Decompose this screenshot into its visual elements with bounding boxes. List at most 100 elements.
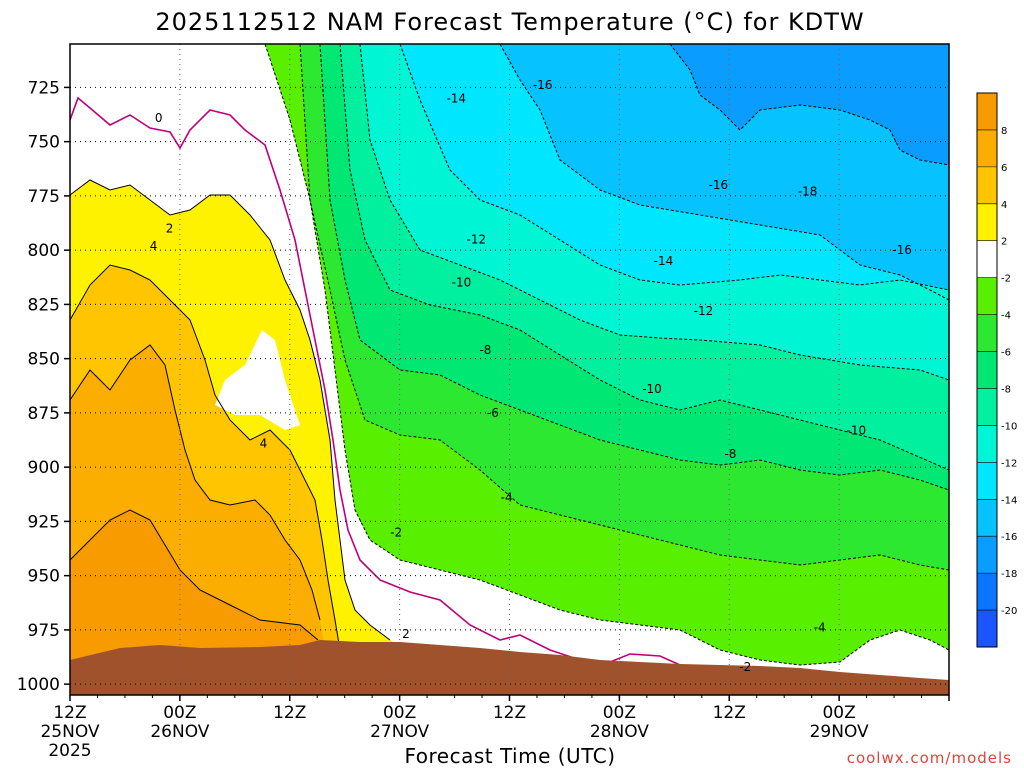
colorbar-swatch — [977, 203, 997, 241]
contour-label: -16 — [533, 78, 553, 92]
colorbar-swatch — [977, 93, 997, 130]
contour-minus12 — [399, 44, 949, 291]
contour-label: -14 — [654, 254, 674, 268]
contour-label: -16 — [709, 178, 729, 192]
colorbar-swatch — [977, 462, 997, 500]
x-tick-label: 27NOV — [370, 722, 429, 742]
ground-surface — [70, 640, 949, 695]
colorbar-label: -20 — [1001, 606, 1017, 617]
contour-minus4 — [299, 44, 949, 571]
contour-label: -12 — [467, 232, 487, 246]
colorbar-swatch — [977, 129, 997, 167]
x-tick-label: 00Z — [383, 703, 416, 723]
colorbar-label: 8 — [1001, 126, 1007, 137]
contour-label: 2 — [402, 627, 410, 641]
colorbar-swatch — [977, 536, 997, 574]
contour-plus6 — [70, 344, 321, 621]
contour-label: -4 — [814, 621, 826, 635]
y-tick-label: 900 — [28, 458, 60, 478]
contour-label: -10 — [452, 276, 472, 290]
colorbar-label: 6 — [1001, 163, 1007, 174]
x-tick-label: 28NOV — [590, 722, 649, 742]
colorbar-label: -4 — [1001, 311, 1011, 322]
colorbar-swatch — [977, 610, 997, 647]
y-tick-label: 875 — [28, 404, 60, 424]
colorbar-label: 4 — [1001, 200, 1007, 211]
y-tick-label: 925 — [28, 512, 60, 532]
colorbar-swatch — [977, 573, 997, 611]
colorbar-swatch — [977, 166, 997, 204]
contour-label: -2 — [390, 525, 402, 539]
contour-label: -4 — [501, 491, 513, 505]
y-tick-label: 725 — [28, 78, 60, 98]
x-tick-label: 00Z — [822, 703, 855, 723]
warm-pocket-white — [215, 330, 300, 430]
colorbar-swatch — [977, 388, 997, 426]
contour-label: -10 — [846, 423, 866, 437]
colorbar-label: -10 — [1001, 421, 1017, 432]
contour-label: 4 — [150, 239, 158, 253]
x-tick-label: 29NOV — [810, 722, 869, 742]
x-tick-label: 00Z — [603, 703, 636, 723]
contour-label: -6 — [487, 406, 499, 420]
contour-label: 4 — [260, 436, 268, 450]
x-tick-label: 12Z — [493, 703, 526, 723]
x-tick-label: 12Z — [53, 703, 86, 723]
contour-label: -16 — [892, 243, 912, 257]
contour-minus16 — [669, 44, 949, 166]
x-tick-label: 00Z — [163, 703, 196, 723]
contour-minus14 — [499, 44, 949, 301]
contour-plus8 — [70, 509, 319, 641]
y-axis: 725 750 775 800 825 850 875 900 925 950 975 1000 — [17, 78, 70, 695]
colorbar-label: -12 — [1001, 458, 1017, 469]
contour-label: -18 — [798, 185, 818, 199]
contour-minus2 — [264, 44, 949, 666]
colorbar-label: -2 — [1001, 274, 1011, 285]
contour-label: -14 — [446, 91, 466, 105]
colorbar-swatch — [977, 314, 997, 352]
x-tick-label: 25NOV — [40, 722, 99, 742]
colorbar-label: -14 — [1001, 495, 1017, 506]
colorbar-swatch — [977, 277, 997, 315]
contour-label: -2 — [739, 660, 751, 674]
contour-minus8 — [339, 44, 949, 471]
y-tick-label: 775 — [28, 187, 60, 207]
x-tick-label: 12Z — [273, 703, 306, 723]
credit-text: coolwx.com/models — [847, 749, 1012, 767]
contour-plus4 — [70, 264, 341, 651]
contour-minus10 — [359, 44, 949, 381]
colorbar-label: -16 — [1001, 532, 1017, 543]
contour-label: -12 — [694, 304, 714, 318]
y-tick-label: 850 — [28, 350, 60, 370]
grid-lines — [70, 44, 949, 695]
chart-title: 2025112512 NAM Forecast Temperature (°C)… — [155, 8, 864, 36]
x-tick-label: 12Z — [713, 703, 746, 723]
contour-label: 0 — [155, 111, 163, 125]
freezing-line — [70, 96, 681, 666]
contour-minus6 — [319, 44, 949, 491]
colorbar-swatch — [977, 240, 997, 278]
colorbar-label: 2 — [1001, 237, 1007, 248]
y-tick-label: 750 — [28, 133, 60, 153]
contour-label: -8 — [724, 447, 736, 461]
contour-label: -8 — [479, 343, 491, 357]
colorbar-frame — [976, 92, 998, 648]
y-tick-label: 800 — [28, 241, 60, 261]
contour-plus2 — [70, 179, 391, 641]
colorbar-label: -6 — [1001, 348, 1011, 359]
colorbar-swatch — [977, 351, 997, 389]
x-tick-label: 2025 — [48, 741, 91, 761]
contour-label: 2 — [166, 221, 174, 235]
y-tick-label: 975 — [28, 621, 60, 641]
colorbar-swatch — [977, 499, 997, 537]
colorbar-label: -18 — [1001, 569, 1017, 580]
y-tick-label: 950 — [28, 567, 60, 587]
colorbar-label: -8 — [1001, 384, 1011, 395]
contour-label: -10 — [642, 382, 662, 396]
x-tick-label: 26NOV — [150, 722, 209, 742]
colorbar: 8 6 4 2 -2 -4 -6 -8 -10 -12 -14 -16 -18 -20 — [976, 92, 1017, 648]
